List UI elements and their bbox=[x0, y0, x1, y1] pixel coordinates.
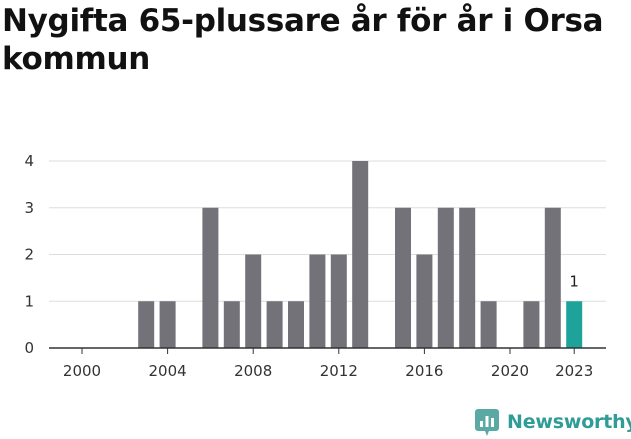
bar-2013 bbox=[352, 161, 369, 348]
bar-2023 bbox=[566, 301, 583, 348]
y-tick-label: 3 bbox=[24, 199, 34, 217]
x-tick-label: 2008 bbox=[234, 362, 272, 380]
y-tick-label: 4 bbox=[24, 152, 34, 170]
bar-2017 bbox=[437, 207, 454, 348]
bar-2015 bbox=[395, 207, 411, 348]
x-tick-label: 2020 bbox=[491, 362, 529, 380]
x-axis-ticks: 2000 2004 2008 2012 2016 2020 2023 bbox=[63, 348, 593, 380]
bar-2009 bbox=[266, 301, 283, 348]
data-labels: 1 bbox=[569, 272, 579, 290]
bar-2010 bbox=[288, 301, 304, 348]
x-tick-label: 2016 bbox=[405, 362, 443, 380]
chart-title: Nygifta 65-plussare år för år i Orsa kom… bbox=[2, 3, 604, 77]
x-tick-label: 2012 bbox=[320, 362, 358, 380]
bar-2016 bbox=[416, 254, 433, 348]
newsworthy-logo-icon bbox=[475, 409, 499, 436]
brand-name: Newsworthy bbox=[507, 411, 631, 433]
bar-2006 bbox=[202, 207, 219, 348]
bar-2007 bbox=[223, 301, 240, 348]
bar-2018 bbox=[459, 207, 476, 348]
bar-2022 bbox=[544, 207, 561, 348]
x-tick-label: 2004 bbox=[149, 362, 187, 380]
gridlines bbox=[49, 160, 606, 302]
y-tick-label: 0 bbox=[24, 339, 34, 357]
bar-2019 bbox=[480, 301, 497, 348]
bar-2011 bbox=[309, 254, 326, 348]
bar-2003 bbox=[138, 301, 155, 348]
y-tick-label: 2 bbox=[24, 246, 34, 264]
y-axis-ticks: 0 1 2 3 4 bbox=[24, 152, 34, 357]
y-tick-label: 1 bbox=[24, 292, 34, 310]
bar-2012 bbox=[330, 254, 347, 348]
bar-2008 bbox=[245, 254, 262, 348]
x-tick-label: 2023 bbox=[555, 362, 593, 380]
bar-2004 bbox=[159, 301, 176, 348]
bars bbox=[138, 161, 583, 348]
data-label-2023: 1 bbox=[569, 272, 579, 290]
x-tick-label: 2000 bbox=[63, 362, 101, 380]
newsworthy-brand: Newsworthy bbox=[474, 405, 631, 439]
bar-2021 bbox=[523, 301, 540, 348]
